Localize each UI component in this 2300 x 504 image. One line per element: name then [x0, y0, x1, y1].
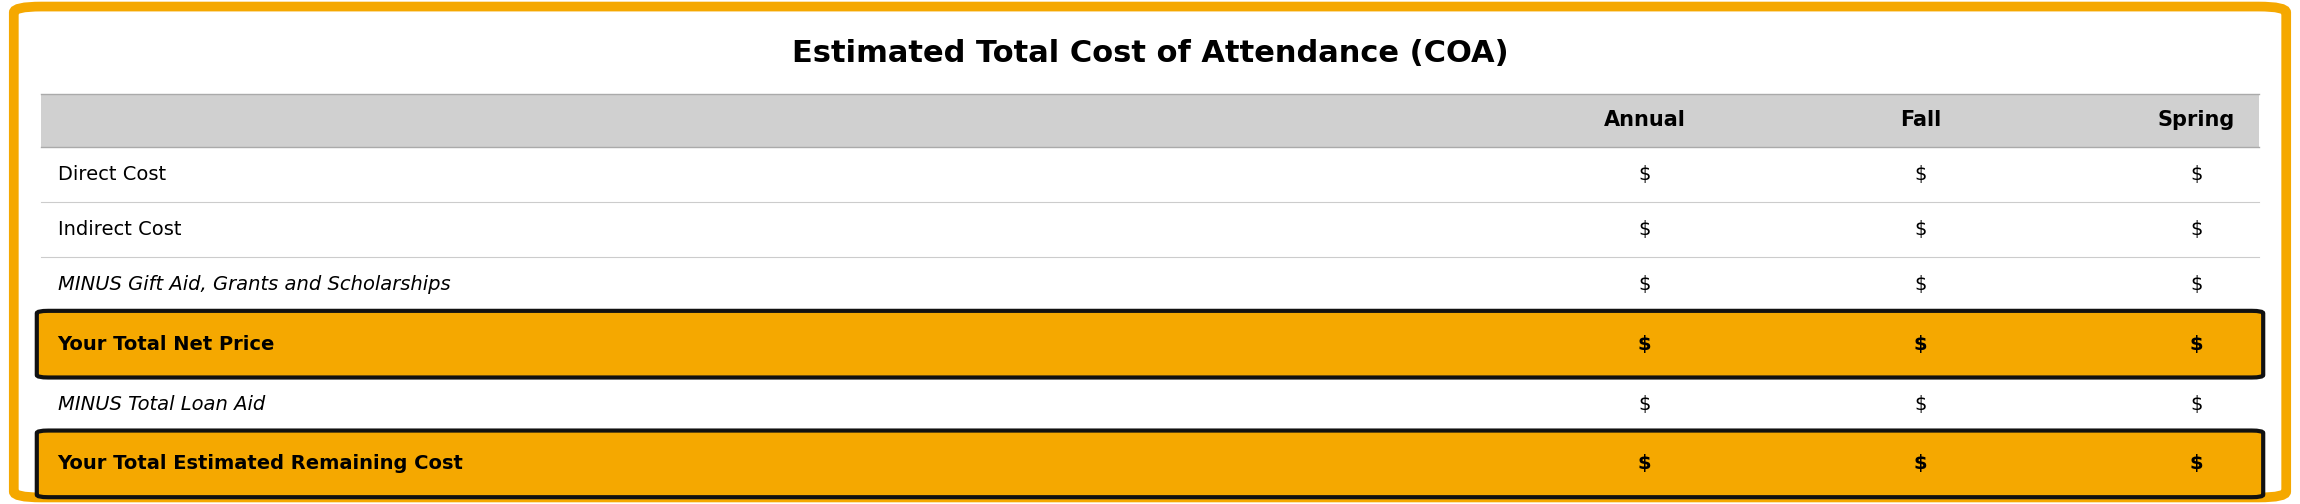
- Text: $: $: [1638, 165, 1651, 183]
- Text: Your Total Net Price: Your Total Net Price: [58, 335, 276, 354]
- Text: $: $: [1638, 335, 1651, 354]
- Text: $: $: [1914, 455, 1927, 473]
- Text: Indirect Cost: Indirect Cost: [58, 220, 182, 239]
- Text: Your Total Estimated Remaining Cost: Your Total Estimated Remaining Cost: [58, 455, 462, 473]
- Text: $: $: [1638, 455, 1651, 473]
- FancyBboxPatch shape: [37, 430, 2263, 497]
- Text: Direct Cost: Direct Cost: [58, 165, 166, 183]
- FancyBboxPatch shape: [14, 7, 2286, 497]
- Text: $: $: [1914, 165, 1927, 183]
- Text: $: $: [2190, 275, 2203, 294]
- Text: $: $: [2190, 455, 2203, 473]
- Text: $: $: [1914, 395, 1927, 413]
- Text: MINUS Total Loan Aid: MINUS Total Loan Aid: [58, 395, 264, 413]
- Text: $: $: [1638, 220, 1651, 239]
- Text: Annual: Annual: [1603, 110, 1686, 131]
- Text: MINUS Gift Aid, Grants and Scholarships: MINUS Gift Aid, Grants and Scholarships: [58, 275, 451, 294]
- Text: $: $: [2190, 335, 2203, 354]
- Text: $: $: [1638, 275, 1651, 294]
- Text: $: $: [1638, 395, 1651, 413]
- Text: $: $: [1914, 275, 1927, 294]
- Text: $: $: [2190, 395, 2203, 413]
- Text: Estimated Total Cost of Attendance (COA): Estimated Total Cost of Attendance (COA): [791, 39, 1509, 68]
- Text: $: $: [2190, 220, 2203, 239]
- Text: Spring: Spring: [2157, 110, 2236, 131]
- Bar: [41, 94, 2259, 147]
- Text: $: $: [2190, 165, 2203, 183]
- Text: $: $: [1914, 335, 1927, 354]
- Text: Fall: Fall: [1900, 110, 1941, 131]
- Text: $: $: [1914, 220, 1927, 239]
- FancyBboxPatch shape: [37, 311, 2263, 377]
